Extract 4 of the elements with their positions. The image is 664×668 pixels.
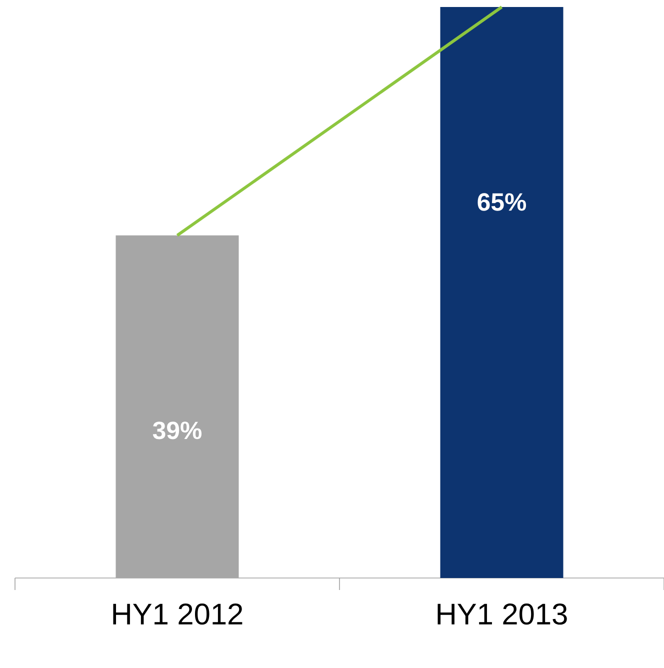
data-label: 65%	[478, 193, 526, 211]
x-tick-label: HY1 2013	[438, 604, 567, 625]
x-tick-label: HY1 2012	[113, 604, 242, 625]
data-label: 39%	[152, 422, 202, 440]
